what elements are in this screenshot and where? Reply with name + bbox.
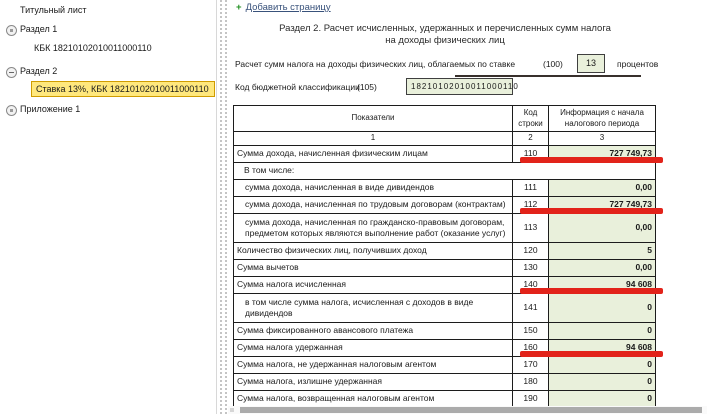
kbk-value-field[interactable]: 18210102010011000110	[406, 78, 518, 95]
table-row: Сумма налога исчисленная 140 94 608	[233, 275, 656, 294]
table-row: Сумма налога, излишне удержанная 180 0	[233, 372, 656, 391]
plus-icon: +	[236, 2, 242, 13]
row-value-field[interactable]: 0	[548, 321, 656, 340]
sidebar-item-title-page[interactable]: Титульный лист	[20, 5, 87, 15]
sections-sidebar: Титульный лист Раздел 1 КБК 182101020100…	[0, 0, 217, 414]
row-value-field[interactable]: 0,00	[548, 178, 656, 197]
rate-underline-annotation	[455, 75, 641, 77]
red-underline-annotation	[520, 157, 663, 163]
table-row: Сумма налога, возвращенная налоговым аге…	[233, 389, 656, 408]
row-label: Сумма дохода, начисленная физическим лиц…	[233, 144, 513, 163]
row-label: Сумма налога, возвращенная налоговым аге…	[233, 389, 513, 408]
column-number: 3	[548, 131, 656, 146]
row-code: 190	[512, 389, 549, 408]
header-line-code: Код строки	[512, 105, 549, 132]
scrollbar-left-nub[interactable]	[230, 408, 234, 412]
table-row: Сумма налога, не удержанная налоговым аг…	[233, 355, 656, 374]
row-value-field[interactable]: 0	[548, 292, 656, 323]
sidebar-item-section1[interactable]: Раздел 1	[20, 24, 58, 34]
add-page-link[interactable]: Добавить страницу	[245, 2, 331, 13]
table-row: Количество физических лиц, получивших до…	[233, 241, 656, 260]
section2-table: Показатели Код строки Информация с начал…	[233, 105, 656, 408]
sidebar-item-section2[interactable]: Раздел 2	[20, 66, 58, 76]
row-value-field[interactable]: 0	[548, 372, 656, 391]
row-label: Сумма налога исчисленная	[233, 275, 513, 294]
form-title-line2: на доходы физических лиц	[385, 35, 505, 46]
red-underline-annotation	[520, 208, 663, 214]
tree-toggle-icon[interactable]	[6, 25, 17, 36]
row-value-field[interactable]: 0,00	[548, 258, 656, 277]
row-code: 113	[512, 212, 549, 243]
tree-toggle-icon[interactable]	[6, 105, 17, 116]
scrollbar-thumb[interactable]	[240, 407, 702, 413]
sidebar-item-rate13-selected[interactable]: Ставка 13%, КБК 18210102010011000110	[31, 81, 215, 97]
red-underline-annotation	[520, 288, 663, 294]
row-code: 150	[512, 321, 549, 340]
header-info: Информация с начала налогового периода	[548, 105, 656, 132]
rate-value-field[interactable]: 13	[577, 54, 605, 73]
row-value-field[interactable]: 0	[548, 389, 656, 408]
red-underline-annotation	[520, 351, 663, 357]
row-label: Количество физических лиц, получивших до…	[233, 241, 513, 260]
kbk-code: (105)	[357, 82, 377, 92]
rate-label: Расчет сумм налога на доходы физических …	[235, 59, 516, 69]
table-row: сумма дохода, начисленная в виде дивиден…	[233, 178, 656, 197]
row-code: 170	[512, 355, 549, 374]
column-number: 2	[512, 131, 549, 146]
add-page-row: + Добавить страницу	[236, 2, 331, 13]
sidebar-item-section1-kbk[interactable]: КБК 18210102010011000110	[34, 43, 152, 53]
row-label: в том числе сумма налога, исчисленная с …	[233, 292, 513, 323]
row-label: Сумма фиксированного авансового платежа	[233, 321, 513, 340]
row-code: 141	[512, 292, 549, 323]
table-row: В том числе:	[233, 161, 656, 180]
kbk-label: Код бюджетной классификации	[235, 82, 360, 92]
rate-code: (100)	[543, 59, 563, 69]
table-header-row: Показатели Код строки Информация с начал…	[233, 105, 656, 132]
row-label: Сумма вычетов	[233, 258, 513, 277]
tree-collapse-icon[interactable]	[6, 67, 17, 78]
section2-form: + Добавить страницу Раздел 2. Расчет исчи…	[228, 0, 707, 414]
row-label: сумма дохода, начисленная в виде дивиден…	[233, 178, 513, 197]
row-label: Сумма налога удержанная	[233, 338, 513, 357]
row-code: 111	[512, 178, 549, 197]
row-code: 120	[512, 241, 549, 260]
row-label: сумма дохода, начисленная по гражданско-…	[233, 212, 513, 243]
table-row: Сумма вычетов 130 0,00	[233, 258, 656, 277]
header-indicators: Показатели	[233, 105, 513, 132]
row-label: Сумма налога, не удержанная налоговым аг…	[233, 355, 513, 374]
table-row: Сумма фиксированного авансового платежа …	[233, 321, 656, 340]
form-title-line1: Раздел 2. Расчет исчисленных, удержанных…	[279, 23, 611, 34]
row-label: сумма дохода, начисленная по трудовым до…	[233, 195, 513, 214]
table-row: в том числе сумма налога, исчисленная с …	[233, 292, 656, 323]
section-label: В том числе:	[233, 161, 656, 180]
rate-suffix: процентов	[617, 59, 659, 69]
table-row: сумма дохода, начисленная по гражданско-…	[233, 212, 656, 243]
panel-splitter[interactable]	[217, 0, 228, 414]
rate-row: Расчет сумм налога на доходы физических …	[235, 54, 695, 74]
horizontal-scrollbar[interactable]	[228, 406, 707, 414]
row-value-field[interactable]: 0	[548, 355, 656, 374]
column-number: 1	[233, 131, 513, 146]
row-label: Сумма налога, излишне удержанная	[233, 372, 513, 391]
row-code: 130	[512, 258, 549, 277]
row-value-field[interactable]: 0,00	[548, 212, 656, 243]
column-numbers-row: 1 2 3	[233, 131, 656, 146]
row-value-field[interactable]: 5	[548, 241, 656, 260]
sidebar-item-appendix1[interactable]: Приложение 1	[20, 104, 81, 114]
form-title: Раздел 2. Расчет исчисленных, удержанных…	[233, 23, 657, 47]
row-code: 180	[512, 372, 549, 391]
kbk-row: Код бюджетной классификации (105) 182101…	[235, 78, 695, 97]
